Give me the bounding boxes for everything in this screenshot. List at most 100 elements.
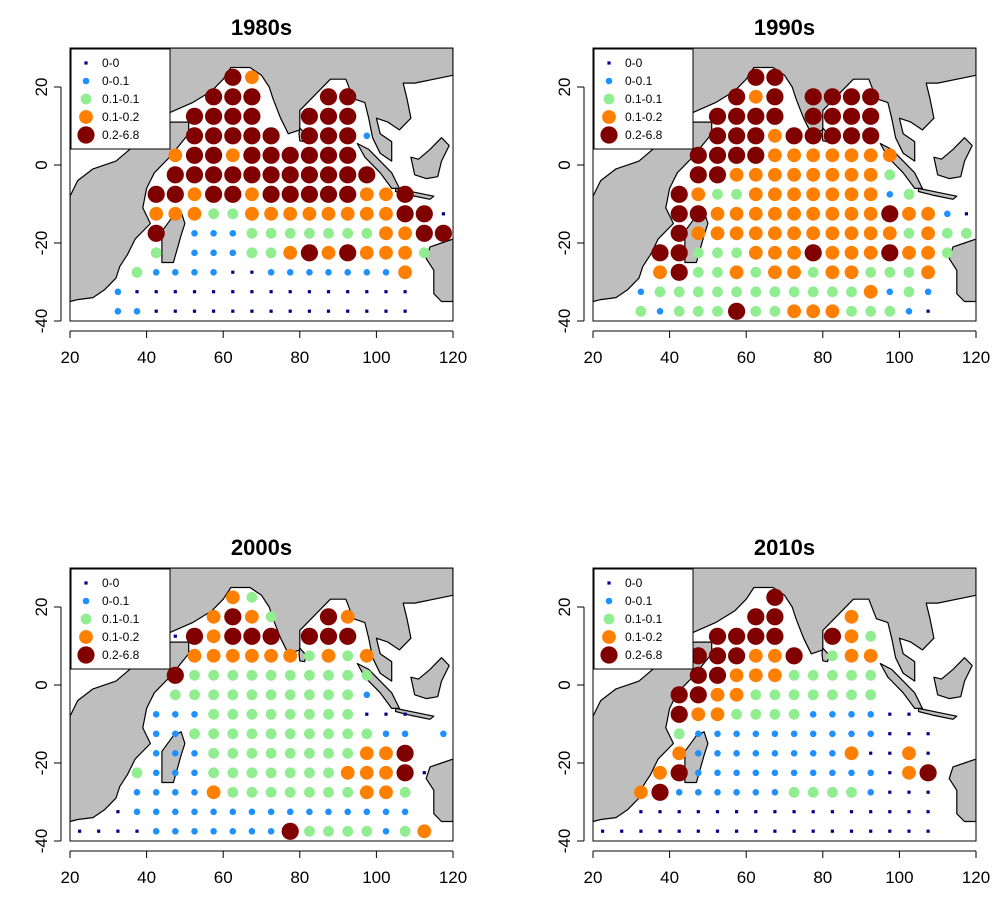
point-marker [634,785,648,800]
point-marker [172,269,179,276]
point-marker [768,148,782,163]
point-marker [229,249,237,257]
point-marker [265,227,277,239]
y-tick-label: -40 [32,829,51,854]
point-marker [359,785,374,800]
point-marker [863,148,878,163]
point-marker [286,269,294,276]
point-marker [319,146,338,164]
y-tick-label: -40 [555,309,574,334]
point-marker [172,711,179,718]
point-marker [382,730,390,738]
point-marker [340,206,355,221]
point-marker [363,269,371,276]
x-axis: 20 40 60 80 100 120 [61,330,467,367]
point-marker [787,206,801,221]
point-marker [265,747,277,759]
point-marker [246,728,258,740]
point-marker [342,747,354,759]
point-marker [670,185,688,203]
point-marker [133,789,141,796]
point-marker [365,712,369,716]
x-tick-label: 20 [61,868,80,887]
point-marker [246,689,258,701]
point-marker [245,648,259,663]
point-marker [766,88,784,106]
point-marker [172,730,179,738]
point-marker [440,730,447,738]
point-marker [265,786,277,798]
point-marker [829,769,836,777]
point-marker [670,263,688,281]
point-marker [339,127,357,145]
x-tick-label: 80 [813,348,832,367]
point-marker [769,689,781,701]
point-marker [319,185,338,203]
point-marker [227,786,239,798]
point-marker [365,290,369,294]
point-marker [323,747,334,759]
point-marker [844,629,859,644]
y-axis: -40 -20 0 20 [32,598,62,854]
x-tick-label: 100 [362,348,390,367]
point-marker [747,68,765,86]
point-marker [379,245,393,260]
point-marker [771,769,779,777]
point-marker [396,205,414,223]
point-marker [264,206,278,221]
point-marker [206,648,221,663]
point-marker [246,591,258,603]
point-marker [903,266,915,278]
point-marker [658,829,662,833]
point-marker [752,730,760,738]
point-marker [882,148,897,163]
legend-label: 0.1-0.1 [102,612,140,626]
point-marker [708,146,727,164]
point-marker [172,828,179,835]
point-marker [830,829,834,833]
point-marker [191,750,198,757]
point-marker [941,247,953,259]
point-marker [398,265,412,280]
point-marker [152,828,160,835]
point-marker [825,226,840,241]
point-marker [319,627,338,645]
point-marker [728,647,746,665]
point-marker [342,708,354,720]
point-marker [729,226,744,241]
point-marker [735,810,739,814]
x-axis: 20 40 60 80 100 120 [584,330,990,367]
point-marker [208,767,220,779]
point-marker [886,191,894,198]
point-marker [210,828,217,835]
point-marker [269,309,273,313]
point-marker [225,148,240,163]
point-marker [346,309,350,313]
point-marker [846,786,857,798]
point-marker [714,769,721,777]
point-marker [670,224,688,242]
point-marker [827,286,838,298]
point-marker [926,810,930,814]
point-marker [844,746,859,761]
point-marker [191,808,198,816]
x-axis: 20 40 60 80 100 120 [584,850,990,887]
point-marker [396,185,414,203]
point-marker [849,810,854,814]
point-marker [712,266,723,278]
point-marker [733,750,740,757]
point-marker [829,730,836,738]
point-marker [656,308,664,315]
point-marker [339,88,357,106]
legend-label: 0-0.1 [625,594,653,608]
point-marker [172,808,179,816]
point-marker [300,185,318,203]
point-marker [729,668,744,683]
panel-title: 2010s [754,535,815,560]
point-marker [326,290,331,294]
x-tick-label: 100 [362,868,390,887]
legend-symbol [607,61,611,65]
point-marker [807,286,819,298]
point-marker [695,730,702,738]
point-marker [689,666,707,684]
